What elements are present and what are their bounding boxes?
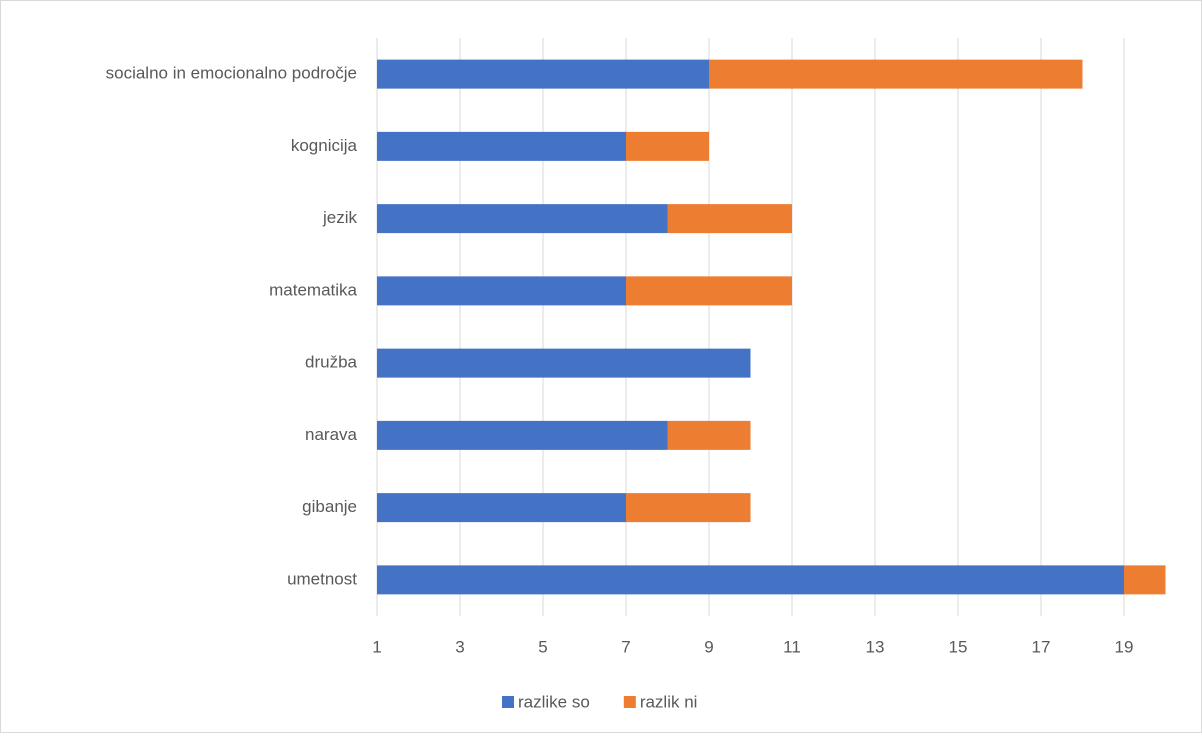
bar-segment — [377, 276, 626, 306]
bar-segment — [377, 348, 751, 378]
legend-label: razlike so — [518, 692, 590, 711]
bar-segment — [626, 276, 792, 306]
x-tick-label: 1 — [372, 637, 381, 656]
bar-segment — [709, 59, 1083, 89]
x-tick-label: 19 — [1115, 637, 1134, 656]
bar-segment — [377, 493, 626, 523]
y-tick-label: socialno in emocionalno področje — [106, 64, 357, 83]
y-tick-label: gibanje — [302, 497, 357, 516]
legend-swatch — [502, 696, 514, 708]
x-tick-label: 11 — [783, 637, 801, 656]
legend-label: razlik ni — [640, 692, 698, 711]
x-tick-label: 5 — [538, 637, 547, 656]
y-tick-label: narava — [305, 425, 358, 444]
bar-segment — [1124, 565, 1166, 595]
y-tick-label: družba — [305, 353, 358, 372]
x-tick-label: 17 — [1032, 637, 1051, 656]
x-tick-label: 3 — [455, 637, 464, 656]
x-tick-label: 15 — [949, 637, 968, 656]
bar-segment — [377, 59, 709, 89]
bar-segment — [377, 565, 1124, 595]
bar-segment — [377, 131, 626, 161]
bar-segment — [377, 420, 668, 450]
x-tick-label: 7 — [621, 637, 630, 656]
x-tick-label: 13 — [866, 637, 885, 656]
bar-segment — [626, 493, 751, 523]
bar-segment — [377, 204, 668, 234]
y-tick-label: jezik — [322, 208, 358, 227]
y-tick-label: umetnost — [287, 569, 357, 588]
y-tick-label: matematika — [269, 280, 357, 299]
y-tick-label: kognicija — [291, 136, 358, 155]
bar-segment — [667, 420, 751, 450]
bar-segment — [667, 204, 792, 234]
x-tick-label: 9 — [704, 637, 713, 656]
bar-segment — [626, 131, 709, 161]
legend-swatch — [623, 696, 636, 708]
